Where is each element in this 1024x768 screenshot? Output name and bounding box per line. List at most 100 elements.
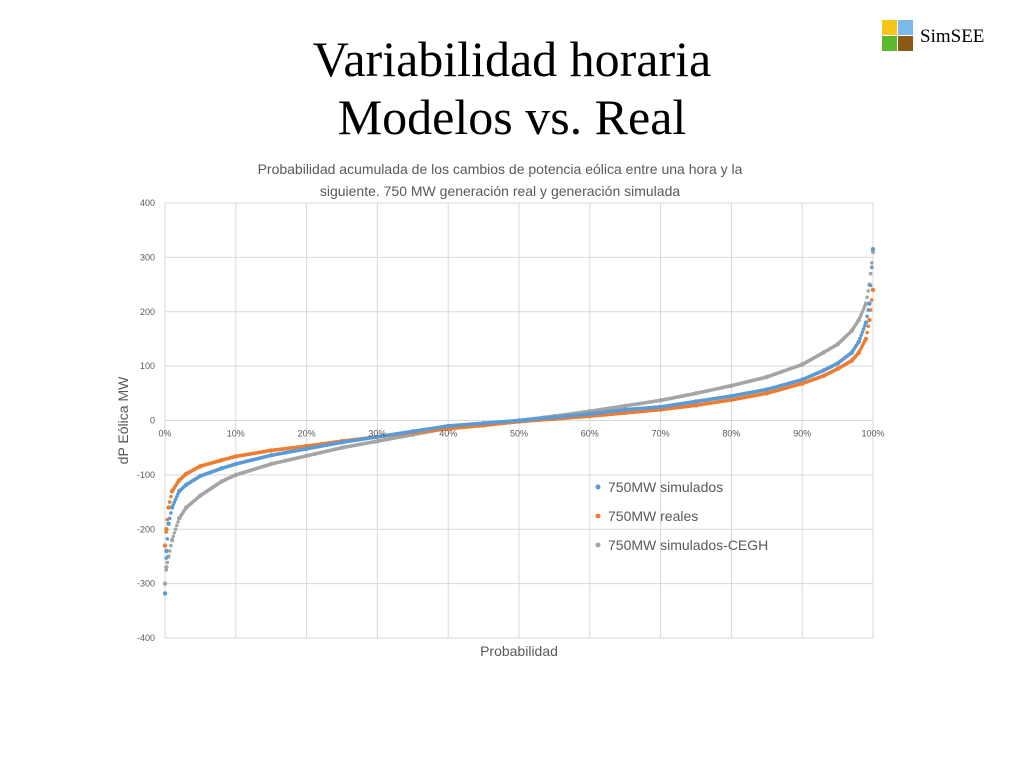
logo-square-blue	[898, 20, 913, 35]
curve-dot	[860, 330, 865, 334]
curve-dot	[866, 289, 871, 293]
curve-dot	[857, 339, 861, 344]
curve-dot	[163, 591, 167, 596]
x-tick-label: 40%	[439, 429, 457, 439]
curve-dot	[862, 323, 867, 328]
curve-dot	[167, 516, 172, 521]
curve-dot	[173, 527, 178, 532]
legend-marker-icon	[595, 542, 601, 548]
curve-dot	[866, 324, 871, 329]
x-tick-label: 100%	[861, 429, 884, 439]
curve-dot	[176, 520, 180, 524]
simsee-logo: SimSEE	[882, 20, 1012, 54]
curve-dot	[860, 309, 865, 314]
curve-dot	[868, 271, 873, 276]
curve-dot	[867, 318, 872, 322]
curve-dot	[167, 500, 172, 504]
slide-title-line2: Modelos vs. Real	[337, 89, 687, 145]
y-tick-label: -300	[137, 579, 155, 589]
data-point	[164, 565, 169, 570]
x-tick-label: 10%	[227, 429, 245, 439]
curve-dot	[861, 307, 866, 311]
curve-dot	[170, 538, 174, 542]
chart-legend[interactable]: 750MW simulados 750MW reales 750MW simulad…	[595, 479, 769, 553]
x-tick-label: 70%	[652, 429, 670, 439]
y-tick-label: 0	[150, 416, 155, 426]
curve-dot	[165, 537, 170, 541]
curve-dot	[176, 492, 180, 496]
data-point	[164, 527, 169, 532]
series-layer	[162, 247, 876, 596]
chart-title-line2: siguiente. 750 MW generación real y gene…	[320, 183, 681, 199]
curve-dot	[864, 320, 868, 325]
curve-dot	[870, 261, 874, 265]
logo-text: SimSEE	[920, 26, 985, 47]
curve-dot	[865, 314, 869, 319]
y-tick-label: 400	[140, 198, 155, 208]
curve-dot	[861, 327, 866, 331]
y-tick-label: -200	[137, 524, 155, 534]
curve-dot	[859, 312, 863, 317]
curve-dot	[862, 304, 867, 309]
chart-title-line1: Probabilidad acumulada de los cambios de…	[258, 161, 743, 177]
series-750mw-simulados	[162, 247, 876, 596]
x-tick-label: 20%	[298, 429, 316, 439]
curve-dot	[870, 298, 874, 302]
curve-dot	[170, 505, 174, 510]
curve-dot	[871, 288, 875, 292]
y-tick-label: -100	[137, 470, 155, 480]
legend-item[interactable]: 750MW simulados-CEGH	[595, 537, 769, 553]
legend-item[interactable]: 750MW simulados	[595, 479, 724, 495]
curve-dot	[164, 530, 168, 534]
curve-dot	[171, 534, 176, 539]
legend-marker-icon	[595, 513, 601, 519]
curve-dot	[173, 497, 178, 502]
curve-dot	[172, 500, 177, 504]
curve-dot	[865, 330, 869, 335]
curve-dot	[163, 581, 167, 586]
legend-item[interactable]: 750MW reales	[595, 508, 699, 524]
y-tick-label: 200	[140, 307, 155, 317]
curve-dot	[858, 336, 862, 341]
curve-dot	[169, 494, 173, 499]
y-axis-label: dP Eólica MW	[115, 376, 131, 464]
plot-border	[164, 202, 874, 639]
slide-title-line1: Variabilidad horaria	[312, 31, 712, 87]
x-tick-label: 0%	[158, 429, 171, 439]
curve-dot	[166, 522, 171, 526]
curve-dot	[166, 505, 171, 510]
x-tick-label: 80%	[722, 429, 740, 439]
x-tick-label: 90%	[793, 429, 811, 439]
data-point	[164, 548, 169, 554]
logo-grid-icon	[882, 20, 914, 52]
logo-square-yellow	[882, 20, 897, 35]
curve-dot	[864, 301, 868, 306]
logo-square-brown	[898, 36, 913, 51]
curve-dot	[167, 549, 172, 553]
curve-dot	[164, 556, 168, 560]
curve-dot	[871, 247, 875, 252]
y-tick-label: 300	[140, 252, 155, 262]
curve-dot	[868, 283, 873, 288]
curve-dot	[864, 337, 868, 341]
x-tick-label: 30%	[368, 429, 386, 439]
tick-labels: 0% 10% 20% 30% 40% 50% 60% 70% 80% 90% 100% 400 300 2…	[137, 198, 885, 643]
curve-dot	[175, 494, 179, 499]
legend-label: 750MW reales	[608, 508, 698, 524]
curve-dot	[857, 318, 861, 322]
slide-title: Variabilidad horaria Modelos vs. Real	[0, 30, 1024, 146]
curve-dot	[165, 560, 170, 565]
x-axis-label: Probabilidad	[480, 643, 558, 659]
logo-square-green	[882, 36, 897, 51]
curve-dot	[870, 265, 874, 270]
curve-dot	[866, 308, 871, 312]
curve-dot	[858, 315, 862, 319]
curve-dot	[164, 568, 168, 572]
x-tick-label: 50%	[510, 429, 528, 439]
legend-label: 750MW simulados	[608, 479, 723, 495]
curve-dot	[865, 295, 869, 300]
curve-dot	[172, 531, 177, 535]
curve-dot	[867, 301, 872, 306]
curve-dot	[175, 523, 179, 528]
